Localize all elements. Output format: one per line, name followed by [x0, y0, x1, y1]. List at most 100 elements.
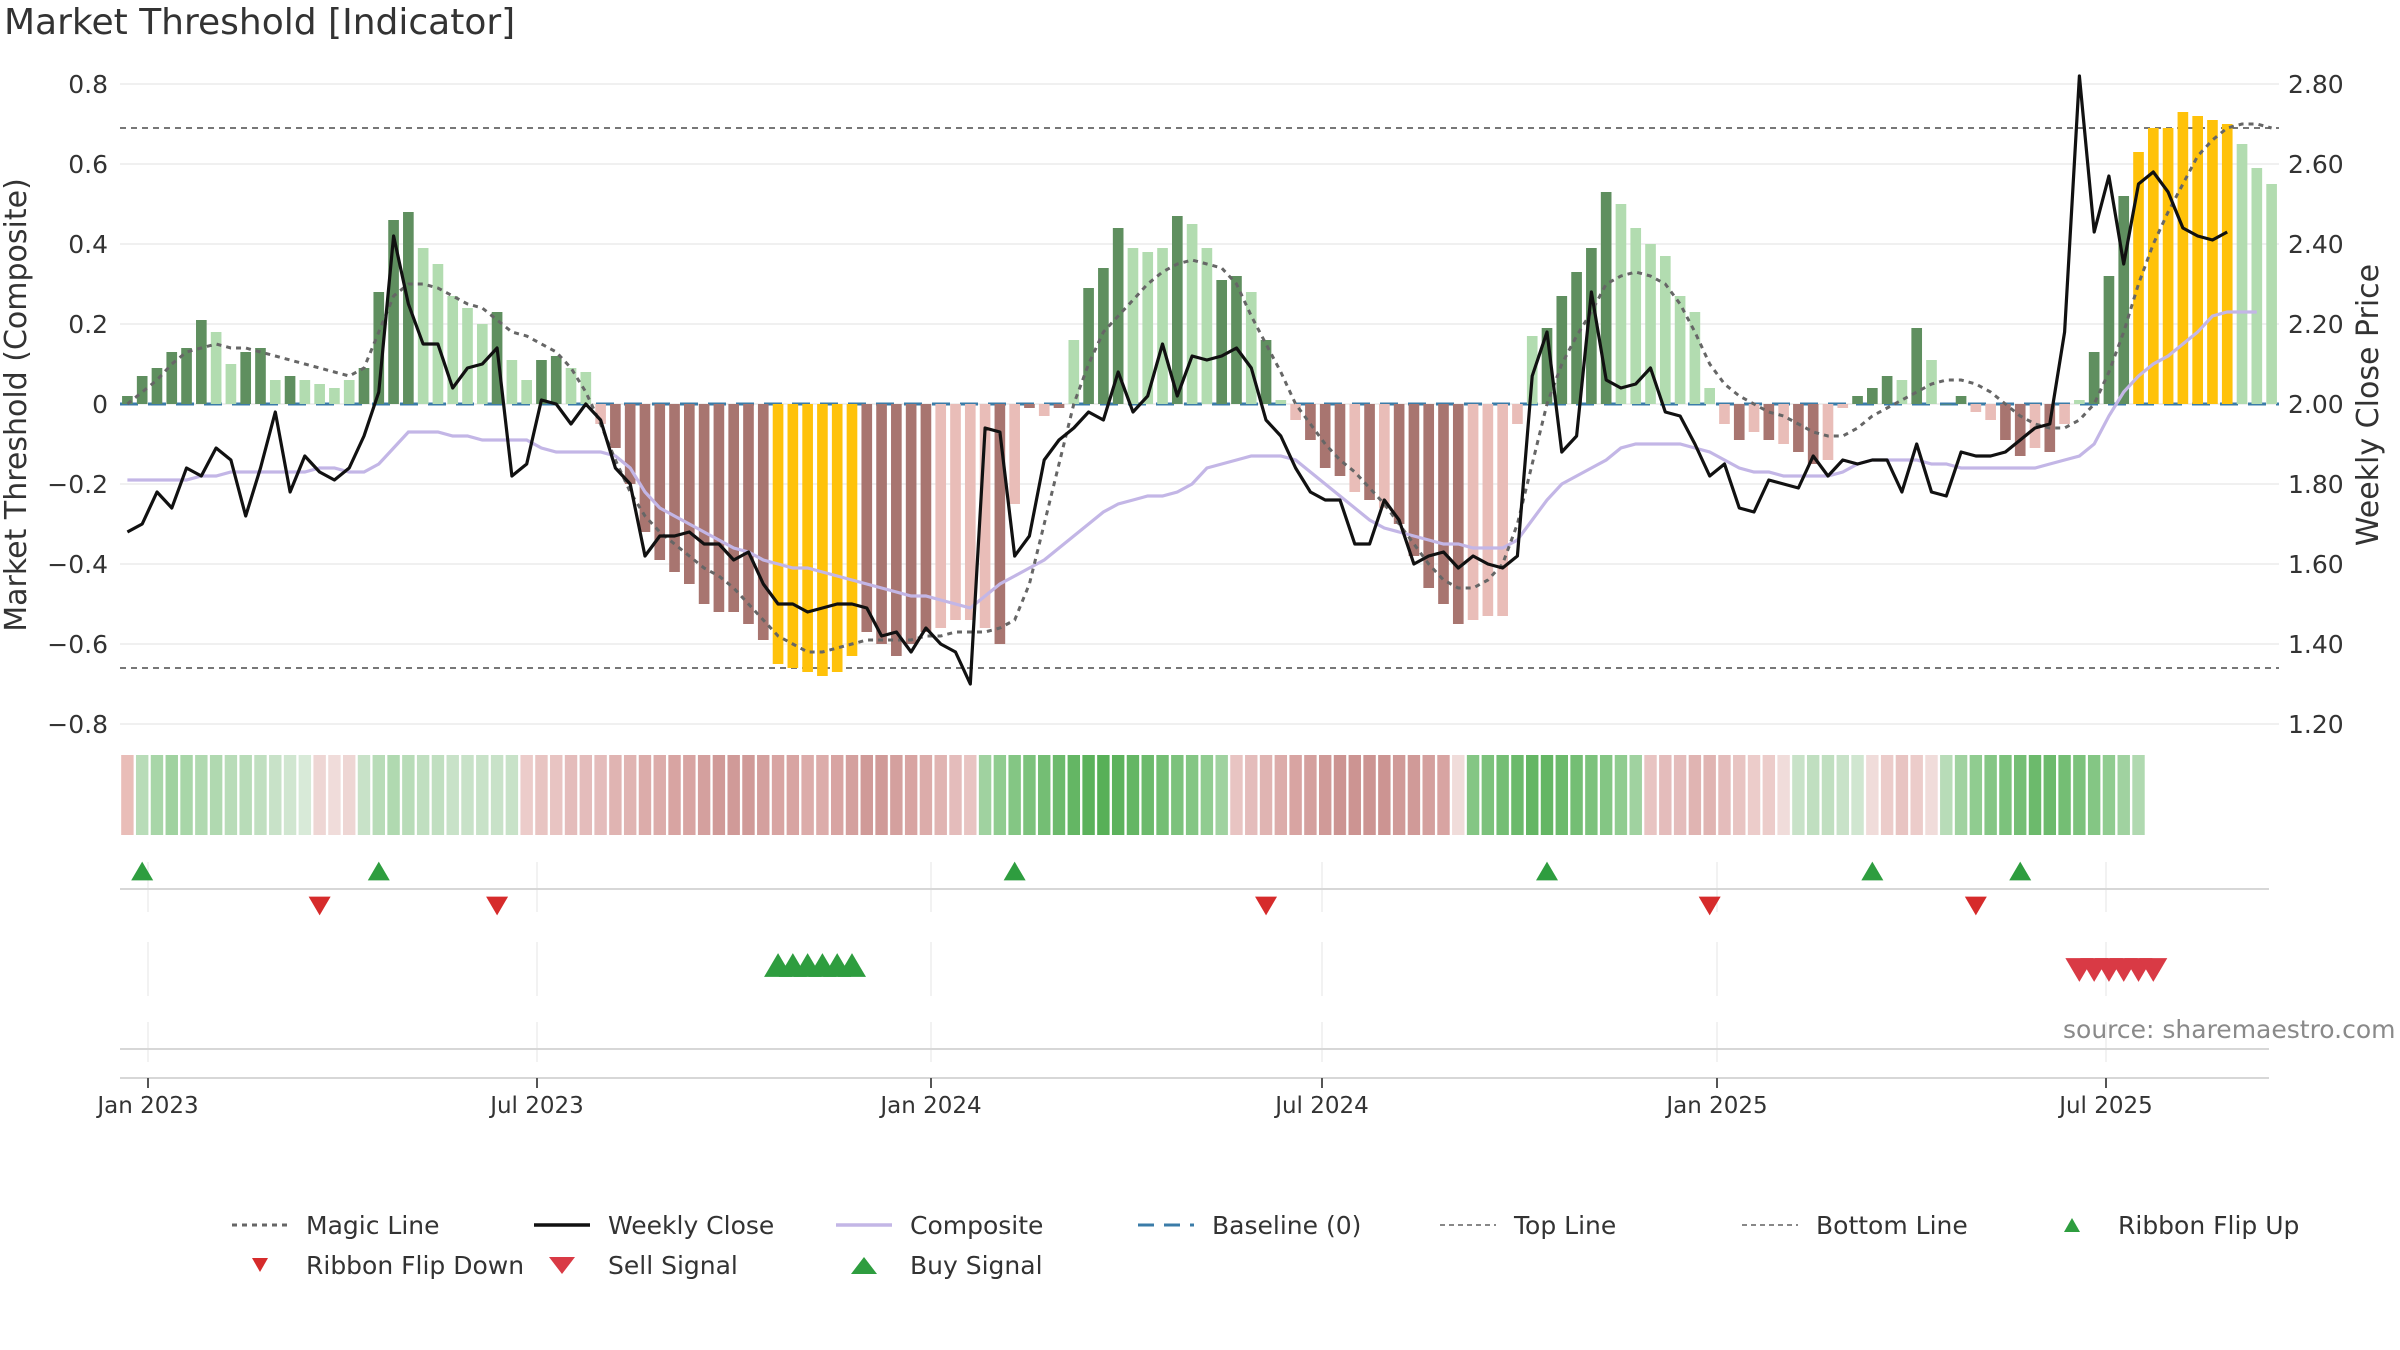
magnitude-bar — [639, 404, 651, 532]
legend-swatch-icon — [1440, 1224, 1496, 1226]
magnitude-bar — [1157, 248, 1168, 404]
ribbon-cell — [342, 755, 356, 835]
magnitude-bar — [1482, 404, 1494, 616]
ribbon-cell — [121, 755, 134, 835]
legend-item: Ribbon Flip Down — [230, 1251, 532, 1280]
y-axis-label-right: Weekly Close Price — [2351, 264, 2386, 546]
magnitude-bar — [1334, 404, 1346, 476]
ribbon-cell — [697, 755, 711, 835]
ribbon-cell — [1392, 755, 1406, 835]
ribbon-cell — [1614, 755, 1628, 835]
ribbon-cell — [875, 755, 888, 835]
magnitude-bar — [329, 388, 340, 404]
ribbon-cell — [1629, 755, 1642, 835]
ribbon-cell — [638, 755, 652, 835]
magnitude-bar — [1881, 376, 1893, 404]
magnitude-bar — [2103, 276, 2115, 404]
ribbon-cell — [623, 755, 637, 835]
ribbon-cell — [2102, 755, 2116, 835]
ribbon-cell — [535, 755, 548, 835]
swatch-triangle — [549, 1257, 575, 1274]
magnitude-bar — [1704, 388, 1715, 404]
axes: 0.8 0.6 0.4 0.2 0 −0.2 −0.4 −0.6 −0.8 2.80 2.60 2.4… — [47, 70, 2343, 1119]
magnitude-bar — [565, 368, 577, 404]
x-tick-label: Jul 2024 — [1273, 1093, 1369, 1119]
magnitude-bar — [240, 352, 252, 404]
magnitude-bar — [521, 380, 532, 404]
magnitude-bar — [979, 404, 991, 628]
left-tick-label: 0.4 — [68, 230, 108, 259]
legend-label: Ribbon Flip Down — [306, 1250, 525, 1280]
magnitude-bar — [343, 380, 355, 404]
ribbon-cell — [653, 755, 666, 835]
ribbon-cell — [313, 755, 326, 835]
legend-swatch-icon — [549, 1257, 575, 1274]
magnitude-bar — [1231, 276, 1242, 404]
swatch-triangle — [252, 1258, 268, 1272]
ribbon-cell — [594, 755, 607, 835]
chart-title: Market Threshold [Indicator] — [4, 2, 516, 43]
magnitude-bar — [2221, 124, 2233, 404]
x-tick-label: Jul 2023 — [488, 1093, 584, 1119]
magnitude-bar — [1837, 404, 1849, 408]
ribbon-cell — [1511, 755, 1524, 835]
magnitude-bar — [713, 404, 725, 612]
ribbon-flip-up-marker — [2009, 861, 2032, 881]
ribbon-cell — [668, 755, 681, 835]
right-tick-label: 2.40 — [2288, 230, 2344, 259]
magnitude-bar — [447, 296, 459, 404]
reference-lines — [120, 127, 2279, 669]
ribbon-cell — [1215, 755, 1228, 835]
ribbon-cell — [1526, 755, 1539, 835]
ribbon-cell — [490, 755, 504, 835]
ribbon-cell — [1969, 755, 1983, 835]
legend-item: Magic Line — [230, 1211, 532, 1240]
left-tick-label: 0.8 — [68, 70, 108, 99]
ribbon-flip-up-marker — [1003, 861, 1026, 881]
ribbon-cell — [1126, 755, 1140, 835]
ribbon-cell — [830, 755, 844, 835]
magnitude-bar — [1068, 340, 1080, 404]
ribbon-cell — [1156, 755, 1169, 835]
ribbon-cell — [1437, 755, 1450, 835]
magnitude-bar — [373, 292, 385, 404]
ribbon-cell — [1333, 755, 1347, 835]
ribbon-cell — [1910, 755, 1923, 835]
magnitude-bar — [580, 372, 592, 404]
market-threshold-chart: 0.8 0.6 0.4 0.2 0 −0.2 −0.4 −0.6 −0.8 2.80 2.60 2.4… — [0, 70, 2386, 1119]
right-tick-label: 2.60 — [2288, 150, 2344, 179]
ribbon-cell — [1082, 755, 1095, 835]
magnitude-bar — [950, 404, 961, 620]
magnitude-bar — [1615, 204, 1627, 404]
magnitude-bar — [432, 264, 444, 404]
ribbon-cell — [1097, 755, 1110, 835]
ribbon-cell — [1836, 755, 1849, 835]
ribbon-cell — [298, 755, 312, 835]
magnitude-bar — [536, 360, 547, 404]
magnitude-bar — [1778, 404, 1789, 444]
magnitude-bar — [1319, 404, 1331, 468]
ribbon-cell — [1585, 755, 1598, 835]
ribbon-cell — [1067, 755, 1081, 835]
magnitude-bar — [550, 356, 562, 404]
ribbon-cell — [1023, 755, 1036, 835]
legend-label: Top Line — [1514, 1210, 1617, 1240]
ribbon-cell — [609, 755, 622, 835]
right-tick-label: 1.60 — [2288, 550, 2344, 579]
ribbon-cell — [1481, 755, 1495, 835]
magnitude-bar — [1541, 328, 1553, 404]
legend-row: Magic Line Weekly Close Composite Baseline … — [230, 1205, 2360, 1245]
magnitude-bar — [1245, 292, 1257, 404]
ribbon-cell — [1733, 755, 1746, 835]
magnitude-bar — [1556, 296, 1568, 404]
magnitude-bar — [196, 320, 207, 404]
ribbon-flip-down-marker — [1964, 896, 1987, 916]
ribbon-cell — [520, 755, 533, 835]
magnitude-bar — [1911, 328, 1923, 404]
magnitude-bar — [1970, 404, 1982, 412]
magnitude-bar — [817, 404, 828, 676]
magnitude-bar — [1955, 396, 1967, 404]
ribbon-cell — [1673, 755, 1687, 835]
magnitude-bar — [831, 404, 843, 672]
ribbon-cell — [1644, 755, 1657, 835]
